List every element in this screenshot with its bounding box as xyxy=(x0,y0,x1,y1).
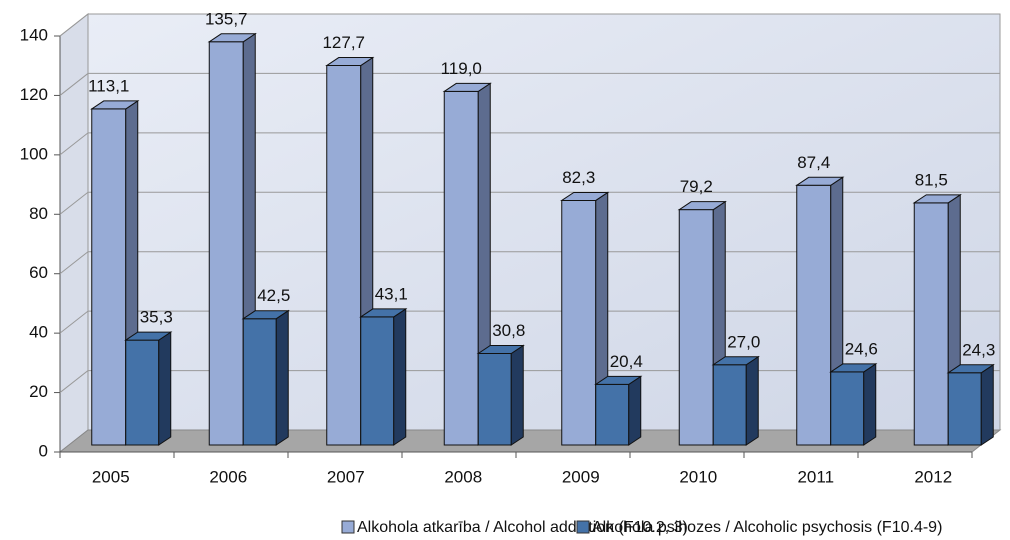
grid-line xyxy=(59,370,89,393)
legend-label: Alkohola psihozes / Alcoholic psychosis … xyxy=(592,519,942,536)
x-tick-label: 2009 xyxy=(562,467,600,486)
bar-face xyxy=(510,344,524,446)
x-tick-label: 2010 xyxy=(679,467,717,486)
bar xyxy=(124,331,173,446)
data-label: 82,3 xyxy=(562,168,595,187)
data-label: 81,5 xyxy=(915,170,948,189)
bar-face xyxy=(946,364,995,374)
x-tick-label: 2012 xyxy=(914,467,952,486)
bar-face xyxy=(745,355,759,446)
y-tick-label: 120 xyxy=(20,85,48,104)
data-label: 135,7 xyxy=(205,9,248,28)
data-label: 35,3 xyxy=(140,308,173,327)
grid-line xyxy=(59,132,89,156)
x-tick-label: 2007 xyxy=(327,467,365,486)
bar-face xyxy=(677,201,727,211)
bar-face xyxy=(325,57,375,67)
bar xyxy=(711,355,760,446)
bar-face xyxy=(947,372,982,446)
bar-face xyxy=(158,331,172,446)
side-wall xyxy=(59,12,89,454)
x-tick-label: 2008 xyxy=(444,467,482,486)
bar-face xyxy=(913,202,949,446)
bar-face xyxy=(712,364,747,446)
bar-face xyxy=(91,108,127,446)
bar-face xyxy=(561,199,597,446)
data-label: 42,5 xyxy=(257,286,290,305)
legend-swatch xyxy=(341,520,355,534)
bar-face xyxy=(595,383,630,446)
bar-face xyxy=(241,310,290,320)
bar xyxy=(560,191,610,446)
bar xyxy=(241,309,290,446)
bar-face xyxy=(90,100,140,110)
bar-face xyxy=(477,352,512,446)
bar-face xyxy=(442,82,492,92)
bar-face xyxy=(326,65,362,446)
y-tick-label: 0 xyxy=(39,441,48,460)
bar-face xyxy=(242,318,277,446)
bar-face xyxy=(124,331,173,341)
bar-face xyxy=(125,339,160,446)
bar-face xyxy=(628,375,642,446)
y-tick-label: 40 xyxy=(29,323,48,342)
grid-line xyxy=(59,13,89,37)
legend-label: Alkohola atkarība / Alcohol addiction (F… xyxy=(357,519,688,536)
y-tick-label: 140 xyxy=(20,25,48,44)
data-label: 20,4 xyxy=(610,352,643,371)
data-label: 87,4 xyxy=(797,153,830,172)
bar xyxy=(829,362,878,446)
y-tick-label: 80 xyxy=(29,204,48,223)
bar-face xyxy=(830,371,865,446)
data-label: 113,1 xyxy=(88,76,129,95)
bar-face xyxy=(796,184,832,446)
x-tick-label: 2011 xyxy=(797,467,834,486)
y-tick-label: 100 xyxy=(20,144,48,163)
data-label: 79,2 xyxy=(680,177,713,196)
data-label: 43,1 xyxy=(375,284,408,303)
bar-face xyxy=(594,375,643,385)
bar-face xyxy=(443,90,479,446)
bar-face xyxy=(359,308,408,318)
data-label: 24,6 xyxy=(845,339,878,358)
bar-face xyxy=(829,363,878,373)
grid-line xyxy=(59,251,89,275)
bar-face xyxy=(980,363,994,446)
data-label: 24,3 xyxy=(962,340,995,359)
bar-face xyxy=(207,33,257,43)
bar xyxy=(594,375,643,446)
bar-face xyxy=(678,209,714,446)
bar-face xyxy=(711,356,760,366)
bar xyxy=(946,363,995,446)
grid-line xyxy=(59,191,89,215)
bar-face xyxy=(795,176,845,186)
data-label: 27,0 xyxy=(727,332,760,351)
bar-face xyxy=(863,362,877,446)
bar-face xyxy=(476,344,525,354)
bar-face xyxy=(360,316,395,446)
bar-face xyxy=(560,191,610,201)
y-tick-label: 60 xyxy=(29,263,48,282)
bar-face xyxy=(208,41,244,446)
x-tick-label: 2005 xyxy=(92,467,130,486)
y-tick-label: 20 xyxy=(29,382,48,401)
bar-face xyxy=(393,307,407,446)
legend-swatch xyxy=(576,520,590,534)
bar-face xyxy=(275,309,289,446)
grid-line xyxy=(59,73,89,96)
bar xyxy=(359,307,408,446)
x-tick-label: 2006 xyxy=(209,467,247,486)
grid-line xyxy=(59,310,89,334)
data-label: 119,0 xyxy=(441,59,482,78)
bar xyxy=(476,344,525,446)
data-label: 127,7 xyxy=(322,33,365,52)
data-label: 30,8 xyxy=(492,321,525,340)
bar-face xyxy=(912,194,962,204)
